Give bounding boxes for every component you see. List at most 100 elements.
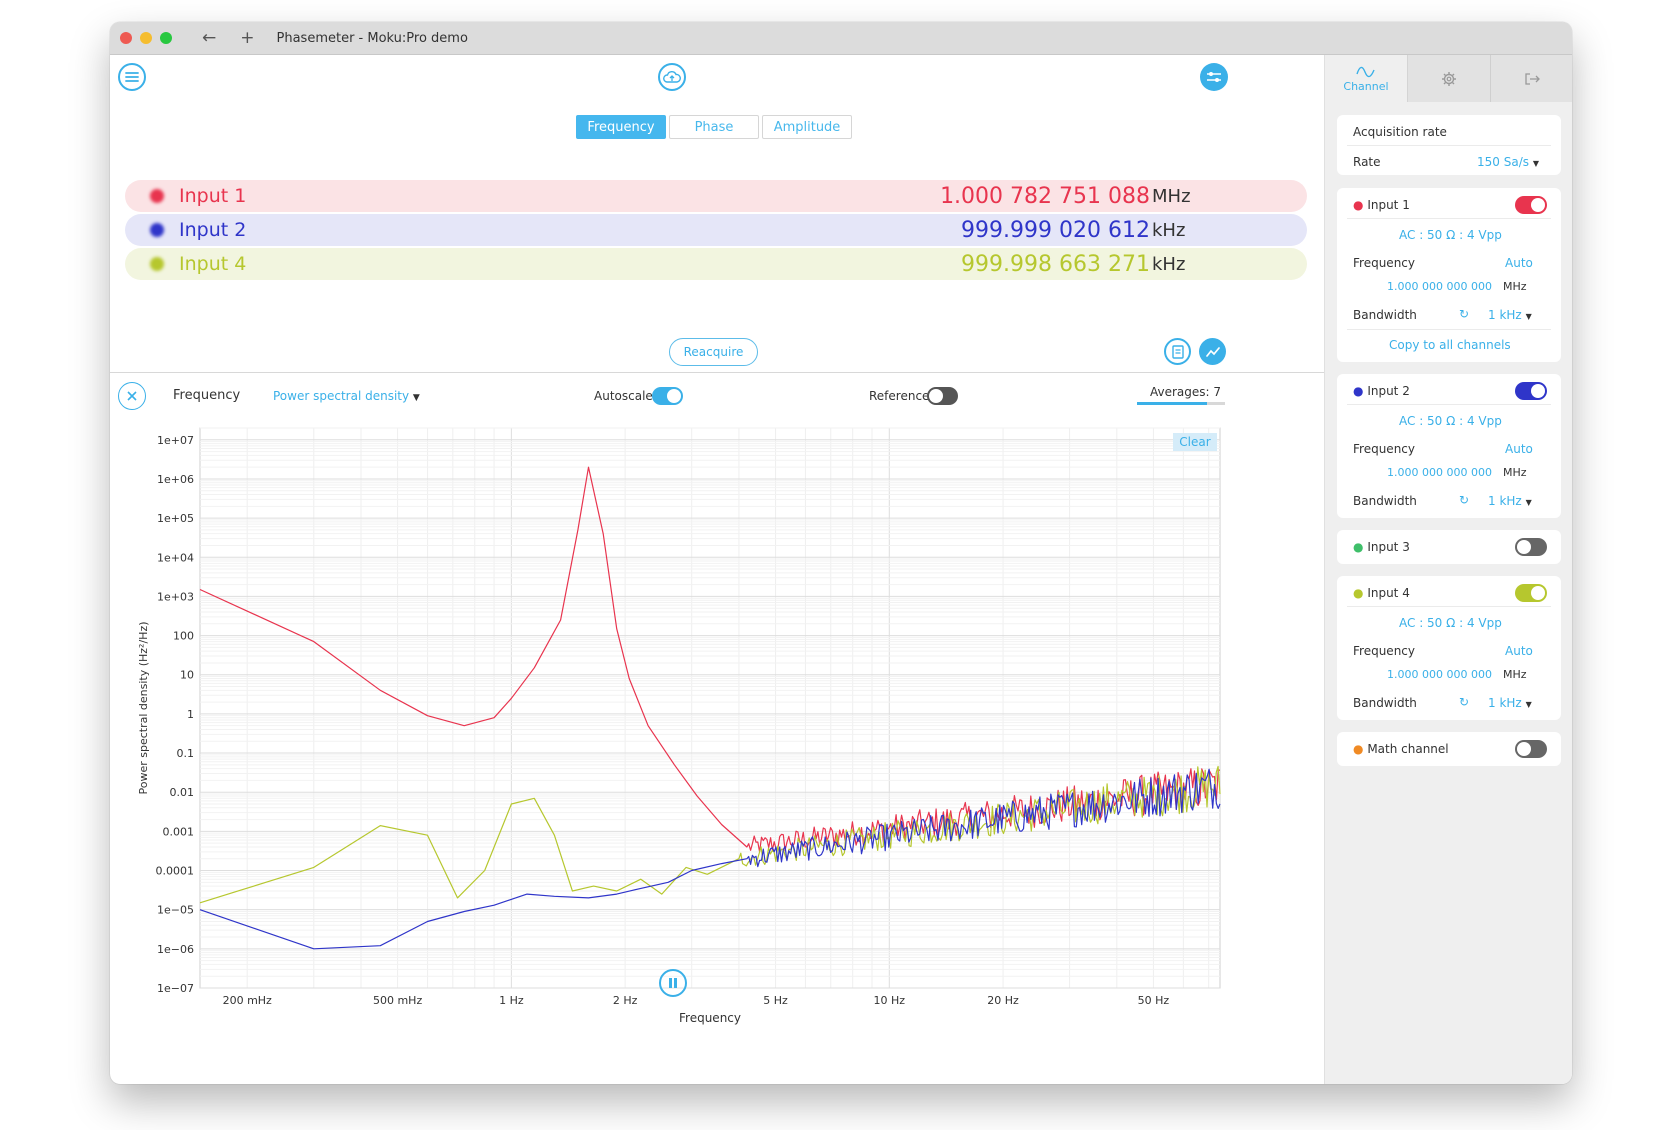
reading-input-2: Input 2 999.999 020 612 kHz <box>125 214 1307 246</box>
tab-frequency[interactable]: Frequency <box>576 115 666 139</box>
averages-progress-track <box>1137 402 1225 405</box>
x-axis-label: Frequency <box>679 1011 741 1025</box>
frequency-mode[interactable]: Auto <box>1505 644 1533 658</box>
channel-card-input-2: ● Input 2 AC : 50 Ω : 4 Vpp Frequency Au… <box>1337 374 1561 518</box>
coupling-setting[interactable]: AC : 50 Ω : 4 Vpp <box>1399 616 1502 630</box>
bandwidth-dropdown[interactable]: 1 kHz ▼ <box>1488 494 1532 508</box>
clear-button[interactable]: Clear <box>1173 433 1217 451</box>
input-2-marker <box>150 223 164 237</box>
frequency-value-input[interactable]: 1.000 000 000 000 <box>1387 280 1492 293</box>
tab-channel[interactable]: Channel <box>1325 55 1408 102</box>
x-tick-label: 10 Hz <box>874 994 906 1007</box>
y-tick-label: 1e+06 <box>157 473 194 486</box>
channel-card-math: ● Math channel <box>1337 732 1561 766</box>
input-2-toggle[interactable] <box>1515 382 1547 400</box>
y-tick-label: 1 <box>187 708 194 721</box>
reacquire-button[interactable]: Reacquire <box>669 338 758 366</box>
frequency-mode[interactable]: Auto <box>1505 442 1533 456</box>
y-tick-label: 100 <box>173 630 194 643</box>
series-line-3 <box>199 768 1221 950</box>
frequency-value-input[interactable]: 1.000 000 000 000 <box>1387 466 1492 479</box>
frequency-label: Frequency <box>1353 256 1415 270</box>
settings-sliders-button[interactable] <box>1200 63 1228 91</box>
main-pane: Frequency Phase Amplitude Input 1 1.000 … <box>110 55 1324 1084</box>
plot-mode-dropdown[interactable]: Power spectral density ▼ <box>273 389 420 403</box>
rate-label: Rate <box>1353 155 1381 169</box>
tab-exit[interactable] <box>1491 55 1572 102</box>
close-plot-button[interactable] <box>118 382 146 410</box>
reading-value: 1.000 782 751 088 <box>940 183 1150 209</box>
input-1-toggle[interactable] <box>1515 196 1547 214</box>
tab-phase[interactable]: Phase <box>669 115 759 139</box>
tab-settings[interactable] <box>1408 55 1491 102</box>
toggle-knob <box>667 389 681 403</box>
channel-name: ● Math channel <box>1353 742 1449 756</box>
input-4-marker <box>150 257 164 271</box>
coupling-setting[interactable]: AC : 50 Ω : 4 Vpp <box>1399 414 1502 428</box>
menu-button[interactable] <box>118 63 146 91</box>
coupling-setting[interactable]: AC : 50 Ω : 4 Vpp <box>1399 228 1502 242</box>
refresh-icon[interactable]: ↻ <box>1459 307 1470 321</box>
rate-dropdown[interactable]: 150 Sa/s ▼ <box>1477 155 1539 169</box>
channel-dot: ● <box>1353 742 1364 756</box>
frequency-unit: MHz <box>1503 668 1527 681</box>
averages-label: Averages: 7 <box>1150 385 1222 399</box>
channel-card-input-4: ● Input 4 AC : 50 Ω : 4 Vpp Frequency Au… <box>1337 576 1561 720</box>
close-window-button[interactable] <box>120 32 132 44</box>
reading-unit: MHz <box>1152 185 1191 207</box>
toggle-knob <box>929 389 943 403</box>
input-4-toggle[interactable] <box>1515 584 1547 602</box>
back-arrow-icon[interactable]: ← <box>202 28 217 48</box>
autoscale-label: Autoscale <box>594 389 653 403</box>
channel-dot: ● <box>1353 540 1364 554</box>
pause-icon <box>669 978 677 988</box>
refresh-icon[interactable]: ↻ <box>1459 493 1470 507</box>
x-tick-label: 1 Hz <box>499 994 524 1007</box>
reference-label: Reference <box>869 389 930 403</box>
bandwidth-dropdown[interactable]: 1 kHz ▼ <box>1488 308 1532 322</box>
x-tick-label: 200 mHz <box>223 994 272 1007</box>
tab-channel-label: Channel <box>1343 80 1389 93</box>
plus-icon[interactable]: + <box>240 28 255 48</box>
reference-toggle[interactable] <box>927 387 958 405</box>
y-tick-label: 1e+07 <box>157 434 194 447</box>
acquisition-card: Acquisition rate Rate 150 Sa/s ▼ <box>1337 115 1561 175</box>
tab-amplitude[interactable]: Amplitude <box>762 115 852 139</box>
bandwidth-dropdown[interactable]: 1 kHz ▼ <box>1488 696 1532 710</box>
minimize-window-button[interactable] <box>140 32 152 44</box>
x-tick-label: 50 Hz <box>1138 994 1170 1007</box>
measurement-tabs: Frequency Phase Amplitude <box>576 115 852 139</box>
chevron-down-icon: ▼ <box>1532 159 1539 168</box>
math-channel-toggle[interactable] <box>1515 740 1547 758</box>
channel-card-input-3: ● Input 3 <box>1337 530 1561 564</box>
input-3-toggle[interactable] <box>1515 538 1547 556</box>
x-tick-label: 5 Hz <box>763 994 788 1007</box>
channel-name: ● Input 1 <box>1353 198 1410 212</box>
log-button[interactable] <box>1164 338 1191 365</box>
channel-dot: ● <box>1353 384 1364 398</box>
autoscale-toggle[interactable] <box>652 387 683 405</box>
zoom-window-button[interactable] <box>160 32 172 44</box>
card-separator <box>1347 145 1551 146</box>
pause-button[interactable] <box>659 969 687 997</box>
section-divider <box>110 372 1324 373</box>
card-separator <box>1347 218 1551 219</box>
trend-button[interactable] <box>1199 338 1226 365</box>
cloud-upload-button[interactable] <box>658 63 686 91</box>
frequency-unit: MHz <box>1503 280 1527 293</box>
frequency-value-input[interactable]: 1.000 000 000 000 <box>1387 668 1492 681</box>
copy-to-all-button[interactable]: Copy to all channels <box>1389 338 1511 352</box>
averages-progress-fill <box>1137 402 1208 405</box>
bandwidth-label: Bandwidth <box>1353 696 1417 710</box>
y-tick-label: 1e−06 <box>157 943 194 956</box>
toggle-knob <box>1531 384 1545 398</box>
psd-chart: 1e+07 1e+06 1e+05 1e+04 1e+03 100 10 1 0.1 0.01 0.… <box>120 423 1324 1063</box>
x-tick-label: 500 mHz <box>373 994 422 1007</box>
reading-unit: kHz <box>1152 219 1186 241</box>
y-tick-label: 10 <box>180 669 194 682</box>
refresh-icon[interactable]: ↻ <box>1459 695 1470 709</box>
x-tick-label: 20 Hz <box>987 994 1019 1007</box>
channel-dot: ● <box>1353 586 1364 600</box>
frequency-mode[interactable]: Auto <box>1505 256 1533 270</box>
app-window: ← + Phasemeter - Moku:Pro demo Frequency… <box>110 22 1572 1084</box>
